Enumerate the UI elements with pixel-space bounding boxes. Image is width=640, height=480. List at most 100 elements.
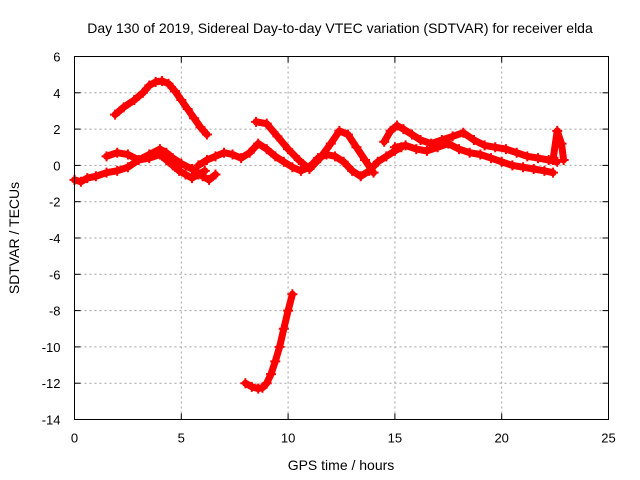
data-point xyxy=(272,131,283,142)
data-point xyxy=(204,174,215,185)
data-point xyxy=(144,153,155,164)
data-point xyxy=(210,169,221,180)
data-point xyxy=(199,165,210,176)
data-point xyxy=(182,104,193,115)
data-point xyxy=(101,151,112,162)
data-point xyxy=(251,116,262,127)
x-tick-label: 5 xyxy=(178,431,185,446)
data-point xyxy=(295,165,306,176)
x-tick-label: 10 xyxy=(281,431,295,446)
y-tick-label: 0 xyxy=(53,158,60,173)
y-tick-label: -6 xyxy=(49,267,61,282)
series-line xyxy=(391,140,557,177)
data-point xyxy=(112,147,123,158)
data-point xyxy=(293,154,304,165)
y-tick-label: -10 xyxy=(42,340,61,355)
data-point xyxy=(342,129,353,140)
data-point xyxy=(464,147,475,158)
data-point xyxy=(201,154,212,165)
series-group xyxy=(69,76,569,394)
data-point xyxy=(186,173,197,184)
data-point xyxy=(195,122,206,133)
data-point xyxy=(154,149,165,160)
data-point xyxy=(287,162,298,173)
series-line xyxy=(111,77,211,138)
data-point xyxy=(385,125,396,136)
data-point xyxy=(278,156,289,167)
data-point xyxy=(379,136,390,147)
y-axis-label: SDTVAR / TECUs xyxy=(6,182,22,294)
x-tick-label: 25 xyxy=(601,431,615,446)
data-point xyxy=(511,147,522,158)
data-point xyxy=(421,145,432,156)
data-point xyxy=(330,151,341,162)
data-point xyxy=(278,323,289,334)
data-point xyxy=(351,142,362,153)
x-tick-label: 20 xyxy=(494,431,508,446)
data-point xyxy=(253,138,264,149)
data-point xyxy=(359,154,370,165)
data-point xyxy=(118,102,129,113)
data-point xyxy=(137,87,148,98)
data-point xyxy=(167,160,178,171)
x-tick-label: 0 xyxy=(71,431,78,446)
data-point xyxy=(533,153,544,164)
data-point xyxy=(338,156,349,167)
series-line xyxy=(549,127,568,164)
data-point xyxy=(453,144,464,155)
y-tick-label: -2 xyxy=(49,195,61,210)
data-point xyxy=(372,156,383,167)
data-point xyxy=(468,134,479,145)
data-point xyxy=(261,144,272,155)
data-point xyxy=(518,162,529,173)
data-point xyxy=(528,164,539,175)
data-point xyxy=(558,154,569,165)
data-point xyxy=(246,381,257,392)
data-point xyxy=(219,147,230,158)
data-point xyxy=(500,144,511,155)
data-point xyxy=(270,151,281,162)
data-point xyxy=(144,80,155,91)
data-point xyxy=(101,167,112,178)
data-point xyxy=(210,151,221,162)
data-point xyxy=(522,151,533,162)
data-point xyxy=(486,153,497,164)
data-point xyxy=(556,138,567,149)
data-point xyxy=(398,124,409,135)
data-point xyxy=(110,109,121,120)
data-point xyxy=(266,369,277,380)
data-point xyxy=(189,113,200,124)
y-tick-label: -4 xyxy=(49,231,61,246)
data-point xyxy=(507,160,518,171)
data-point xyxy=(261,378,272,389)
data-point xyxy=(169,85,180,96)
data-point xyxy=(90,171,101,182)
data-point xyxy=(244,147,255,158)
data-point xyxy=(400,140,411,151)
data-point xyxy=(174,165,185,176)
data-point xyxy=(447,131,458,142)
data-point xyxy=(347,165,358,176)
x-axis-label: GPS time / hours xyxy=(288,457,395,473)
data-point xyxy=(186,164,197,175)
chart-title: Day 130 of 2019, Sidereal Day-to-day VTE… xyxy=(87,20,593,36)
data-point xyxy=(547,167,558,178)
data-point xyxy=(389,142,400,153)
data-point xyxy=(355,171,366,182)
ticks: 0 5 10 15 20 25 -14 -12 -10 -8 -6 -4 -2 0 2 4 6 xyxy=(42,50,616,446)
x-tick-label: 15 xyxy=(388,431,402,446)
data-point xyxy=(261,118,272,129)
y-tick-label: 2 xyxy=(53,122,60,137)
data-point xyxy=(304,164,315,175)
data-point xyxy=(193,160,204,171)
data-point xyxy=(406,129,417,140)
data-point xyxy=(552,125,563,136)
y-tick-label: 4 xyxy=(53,86,60,101)
data-point xyxy=(227,149,238,160)
data-point xyxy=(479,140,490,151)
data-point xyxy=(411,144,422,155)
data-point xyxy=(496,156,507,167)
data-point xyxy=(180,169,191,180)
data-point xyxy=(283,144,294,155)
